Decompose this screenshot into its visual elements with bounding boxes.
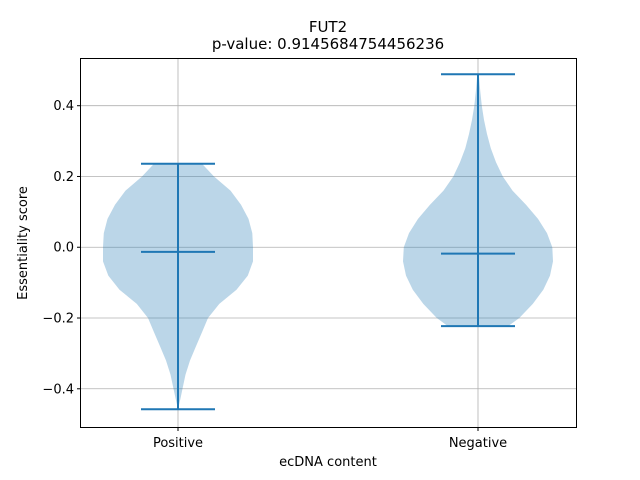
violin-positive bbox=[103, 162, 253, 411]
chart-subtitle: p-value: 0.9145684754456236 bbox=[212, 35, 444, 53]
violin-negative bbox=[403, 73, 553, 328]
plot-frame bbox=[80, 58, 577, 428]
x-tick-label-positive: Positive bbox=[153, 436, 203, 451]
y-tick-label: 0.2 bbox=[53, 170, 74, 185]
y-axis: −0.4 −0.2 0.0 0.2 0.4 bbox=[42, 99, 81, 397]
chart-title: FUT2 bbox=[309, 18, 347, 36]
y-tick-label: 0.4 bbox=[53, 99, 74, 114]
violin-layer bbox=[103, 73, 553, 411]
y-tick-label: −0.2 bbox=[42, 312, 74, 327]
y-tick-label: −0.4 bbox=[42, 382, 74, 397]
x-axis: Positive Negative bbox=[153, 427, 507, 451]
x-tick-label-negative: Negative bbox=[449, 436, 507, 451]
y-tick-label: 0.0 bbox=[53, 241, 74, 256]
y-axis-label: Essentiality score bbox=[16, 186, 31, 300]
x-axis-label: ecDNA content bbox=[279, 455, 377, 470]
